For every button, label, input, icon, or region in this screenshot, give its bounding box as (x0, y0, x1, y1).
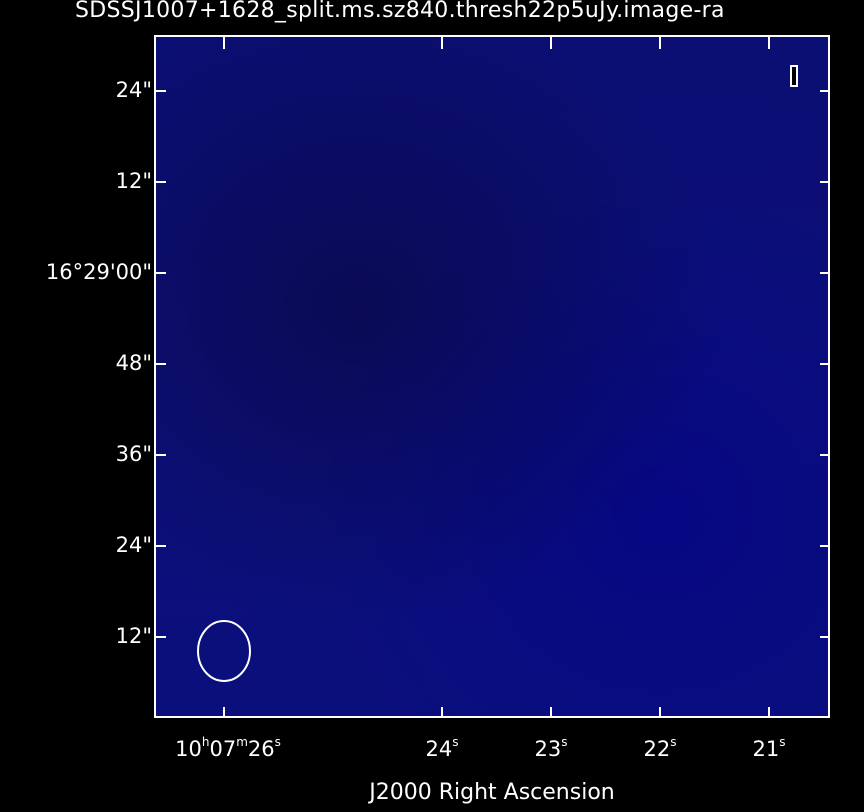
x-tick-label: 23s (534, 735, 568, 761)
x-tick-label: 22s (643, 735, 677, 761)
y-tick-label: 12" (115, 624, 152, 648)
tick-overlay (156, 37, 828, 716)
y-tick-label: 48" (115, 351, 152, 375)
x-axis-title: J2000 Right Ascension (369, 780, 615, 805)
x-tick-label: 24s (425, 735, 459, 761)
x-tick-label: 10h07m26s (175, 735, 281, 761)
y-tick-label: 24" (115, 533, 152, 557)
image-panel[interactable] (154, 35, 830, 718)
y-tick-label: 36" (115, 442, 152, 466)
plot-title: SDSSJ1007+1628_split.ms.sz840.thresh22p5… (75, 0, 725, 23)
beam-ellipse-icon (197, 620, 251, 682)
y-tick-label: 16°29'00" (45, 260, 152, 284)
y-tick-label: 12" (115, 169, 152, 193)
x-tick-label: 21s (752, 735, 786, 761)
y-tick-label: 24" (115, 78, 152, 102)
